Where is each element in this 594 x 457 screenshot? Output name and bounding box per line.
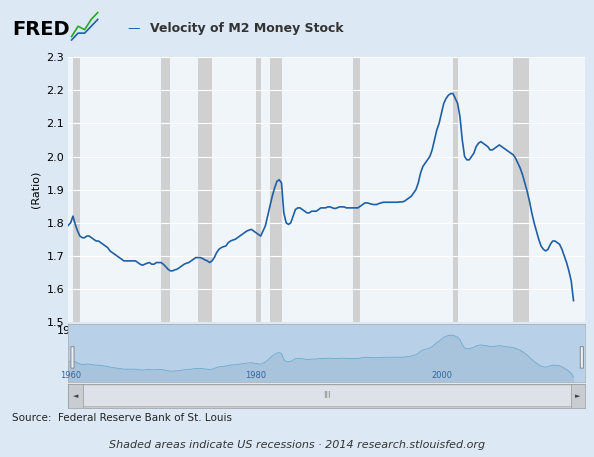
FancyBboxPatch shape (78, 385, 575, 407)
Bar (73, 57, 80, 322)
Text: Velocity of M2 Money Stock: Velocity of M2 Money Stock (150, 22, 344, 35)
Text: 1960: 1960 (60, 371, 81, 380)
Bar (453, 57, 457, 322)
FancyBboxPatch shape (580, 347, 583, 368)
Text: Source:  Federal Reserve Bank of St. Louis: Source: Federal Reserve Bank of St. Loui… (12, 413, 232, 423)
Bar (161, 57, 170, 322)
Text: III: III (323, 391, 330, 400)
Text: ►: ► (575, 393, 580, 399)
Text: 2000: 2000 (431, 371, 452, 380)
Bar (256, 57, 261, 322)
Bar (270, 57, 282, 322)
Bar (68, 384, 83, 408)
Text: FRED: FRED (12, 20, 69, 39)
Text: Shaded areas indicate US recessions · 2014 research.stlouisfed.org: Shaded areas indicate US recessions · 20… (109, 440, 485, 450)
Text: ◄: ◄ (73, 393, 78, 399)
Text: —: — (128, 22, 140, 35)
Text: 1980: 1980 (245, 371, 267, 380)
FancyBboxPatch shape (71, 347, 74, 368)
Bar (571, 384, 585, 408)
Bar (353, 57, 361, 322)
Y-axis label: (Ratio): (Ratio) (31, 171, 41, 208)
Bar (198, 57, 212, 322)
Bar (513, 57, 529, 322)
